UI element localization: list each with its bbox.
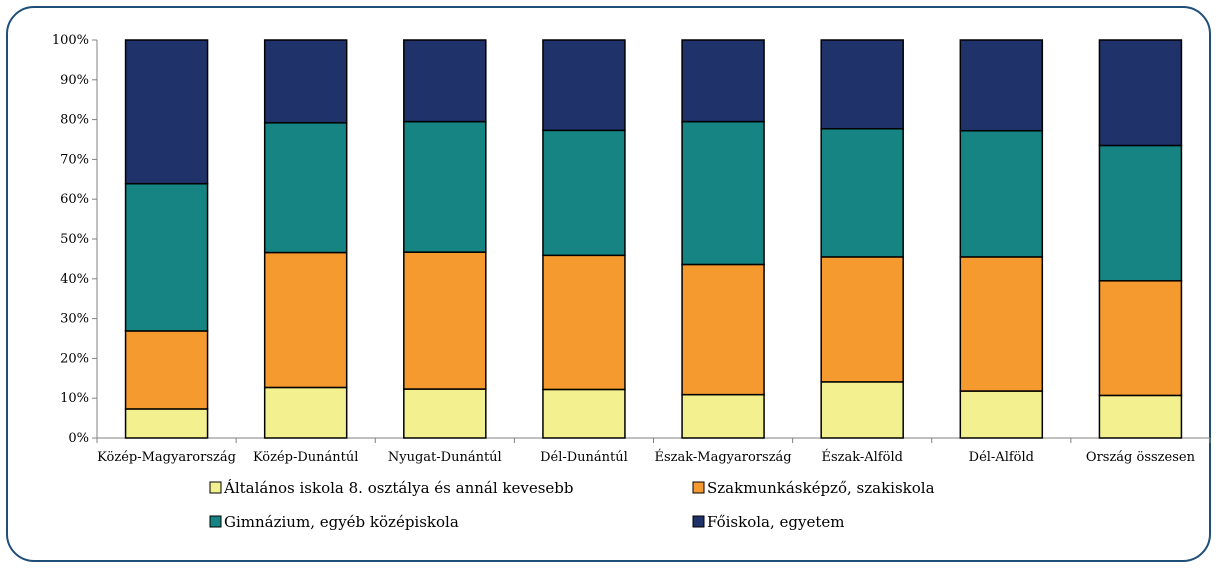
bar-segment <box>959 256 1044 392</box>
legend-swatch <box>692 515 705 528</box>
bar-segment <box>1098 394 1183 439</box>
x-tick-label: Észak-Magyarország <box>654 449 791 465</box>
legend-swatch <box>209 515 222 528</box>
bar-segment <box>1098 39 1183 147</box>
x-tick-label: Ország összesen <box>1086 450 1196 465</box>
x-tick-label: Észak-Alföld <box>821 449 902 465</box>
y-tick-label: 60% <box>60 192 89 207</box>
bar-segment <box>1098 280 1183 397</box>
y-tick-label: 30% <box>60 312 89 327</box>
bar-segment <box>681 263 765 396</box>
bar-segment <box>820 381 904 439</box>
x-tick-label: Dél-Dunántúl <box>540 450 628 465</box>
legend-label: Általános iskola 8. osztálya és annál ke… <box>223 479 574 497</box>
bar-segment <box>263 386 348 439</box>
bar-segment <box>124 39 209 185</box>
bar-segment <box>403 39 487 123</box>
legend-swatch <box>209 481 222 494</box>
bar-segment <box>542 129 626 257</box>
x-tick-label: Dél-Alföld <box>969 450 1034 465</box>
x-tick-label: Közép-Dunántúl <box>253 450 359 465</box>
legend-label: Szakmunkásképző, szakiskola <box>707 479 935 497</box>
x-tick-label: Közép-Magyarország <box>97 450 236 465</box>
bar-segment <box>542 388 626 439</box>
legend-label: Gimnázium, egyéb középiskola <box>224 513 459 531</box>
y-tick-label: 0% <box>68 431 89 446</box>
bar-segment <box>959 129 1044 258</box>
bar-segment <box>403 120 487 253</box>
y-tick-label: 10% <box>60 391 89 406</box>
y-tick-label: 80% <box>60 113 89 128</box>
bar-segment <box>681 393 765 439</box>
legend-swatch <box>692 481 705 494</box>
bar-segment <box>542 254 626 391</box>
bar-segment <box>959 390 1044 439</box>
bar-segment <box>403 388 487 439</box>
bar-segment <box>124 182 209 332</box>
bar-segment <box>263 251 348 389</box>
y-tick-label: 50% <box>60 232 89 247</box>
bar-segment <box>820 39 904 130</box>
y-tick-label: 100% <box>52 33 89 48</box>
bar-segment <box>403 251 487 390</box>
bar-segment <box>681 39 765 123</box>
y-tick-label: 70% <box>60 152 89 167</box>
bar-segment <box>124 408 209 439</box>
y-tick-label: 90% <box>60 73 89 88</box>
y-tick-label: 40% <box>60 272 89 287</box>
y-tick-label: 20% <box>60 351 89 366</box>
bar-segment <box>1098 144 1183 282</box>
bar-segment <box>124 330 209 410</box>
bar-segment <box>681 120 765 266</box>
bar-segment <box>959 39 1044 132</box>
bar-segment <box>820 128 904 258</box>
bar-segment <box>542 39 626 132</box>
bar-segment <box>263 122 348 254</box>
x-tick-label: Nyugat-Dunántúl <box>388 450 502 465</box>
legend-label: Főiskola, egyetem <box>707 513 844 531</box>
bar-segment <box>820 256 904 383</box>
bar-segment <box>263 39 348 124</box>
